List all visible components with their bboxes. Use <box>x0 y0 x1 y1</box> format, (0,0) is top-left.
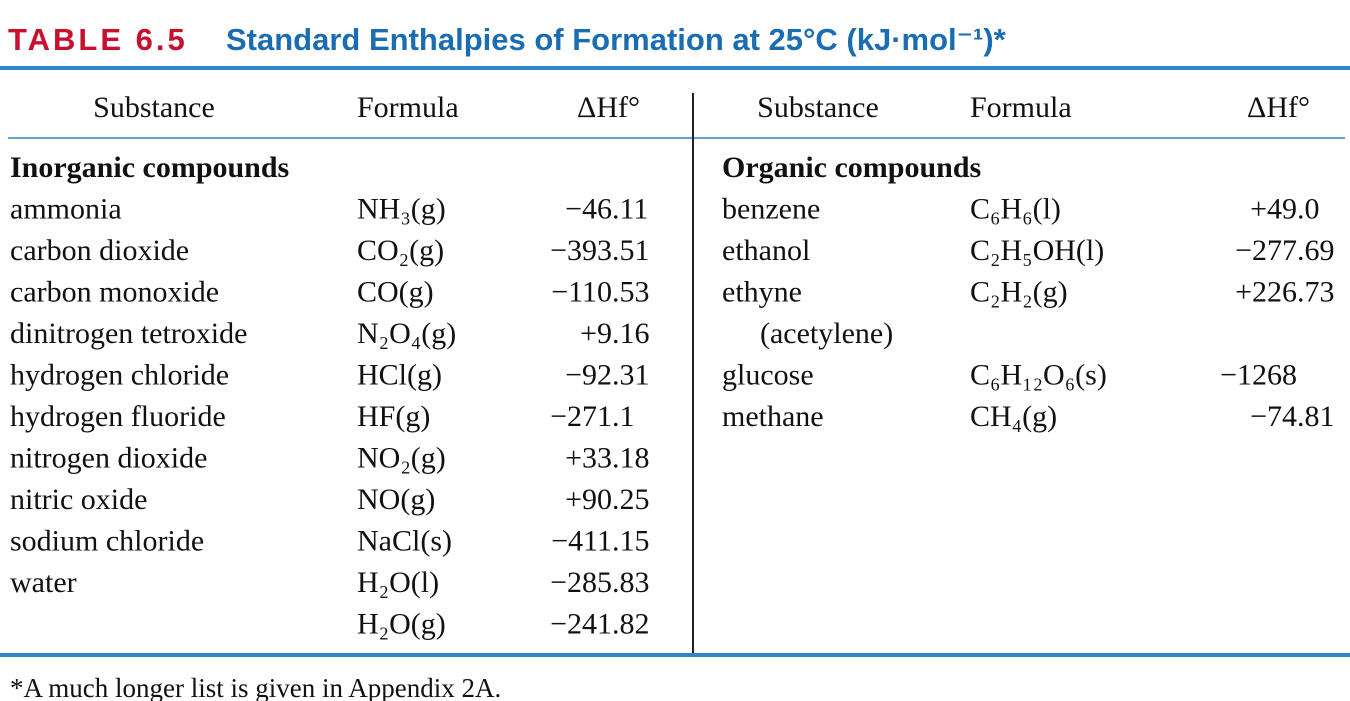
column-header: Substance <box>93 91 215 124</box>
substance: hydrogen chloride <box>10 359 229 392</box>
formula: HF(g) <box>357 400 430 433</box>
formula: C₂H₅OH(l) <box>970 234 1104 267</box>
formula: NO(g) <box>357 483 435 516</box>
enthalpy-value: +49.0 <box>1250 193 1319 226</box>
formula: NO₂(g) <box>357 442 446 475</box>
substance: water <box>10 566 77 599</box>
substance: carbon monoxide <box>10 276 219 309</box>
table-label: TABLE 6.5 <box>8 22 188 57</box>
substance: ammonia <box>10 193 122 226</box>
enthalpy-value: −271.1 <box>550 400 634 433</box>
formula: H₂O(l) <box>357 566 439 599</box>
enthalpy-value: +9.16 <box>580 317 649 350</box>
column-header: ΔHf° <box>577 91 640 124</box>
enthalpy-value: +90.25 <box>565 483 649 516</box>
enthalpy-value: −46.11 <box>565 193 648 226</box>
substance: hydrogen fluoride <box>10 400 226 433</box>
formula: C₆H₆(l) <box>970 193 1061 226</box>
formula: H₂O(g) <box>357 608 446 641</box>
substance-note: (acetylene) <box>760 317 893 350</box>
formula: CH₄(g) <box>970 400 1057 433</box>
formula: NaCl(s) <box>357 525 452 558</box>
substance: carbon dioxide <box>10 234 189 267</box>
substance: glucose <box>722 359 814 392</box>
substance: benzene <box>722 193 820 226</box>
enthalpy-value: −277.69 <box>1235 234 1334 267</box>
substance: methane <box>722 400 824 433</box>
enthalpy-value: +226.73 <box>1235 276 1334 309</box>
substance: ethanol <box>722 234 810 267</box>
section-heading: Organic compounds <box>722 151 981 184</box>
formula: HCl(g) <box>357 359 442 392</box>
enthalpy-value: −110.53 <box>551 276 649 309</box>
enthalpy-value: −92.31 <box>565 359 649 392</box>
enthalpy-value: −393.51 <box>550 234 649 267</box>
formula: CO₂(g) <box>357 234 444 267</box>
formula: N₂O₄(g) <box>357 317 456 350</box>
substance: sodium chloride <box>10 525 204 558</box>
substance: ethyne <box>722 276 802 309</box>
substance: nitrogen dioxide <box>10 442 207 475</box>
substance: dinitrogen tetroxide <box>10 317 247 350</box>
bottom-rule <box>0 653 1350 657</box>
enthalpy-value: −285.83 <box>550 566 649 599</box>
enthalpy-value: +33.18 <box>565 442 649 475</box>
column-header: Formula <box>357 91 459 124</box>
column-header: Substance <box>757 91 879 124</box>
table-title: Standard Enthalpies of Formation at 25°C… <box>226 22 1007 57</box>
enthalpy-value: −411.15 <box>551 525 649 558</box>
enthalpy-value: −1268 <box>1220 359 1297 392</box>
column-header: Formula <box>970 91 1072 124</box>
section-heading: Inorganic compounds <box>10 151 289 184</box>
enthalpy-value: −241.82 <box>550 608 649 641</box>
enthalpy-value: −74.81 <box>1250 400 1334 433</box>
formula: C₆H₁₂O₆(s) <box>970 359 1107 392</box>
formula: CO(g) <box>357 276 434 309</box>
footnote: *A much longer list is given in Appendix… <box>10 673 501 701</box>
top-rule <box>0 66 1350 70</box>
formula: NH₃(g) <box>357 193 446 226</box>
substance: nitric oxide <box>10 483 147 516</box>
formula: C₂H₂(g) <box>970 276 1068 309</box>
column-header: ΔHf° <box>1247 91 1310 124</box>
